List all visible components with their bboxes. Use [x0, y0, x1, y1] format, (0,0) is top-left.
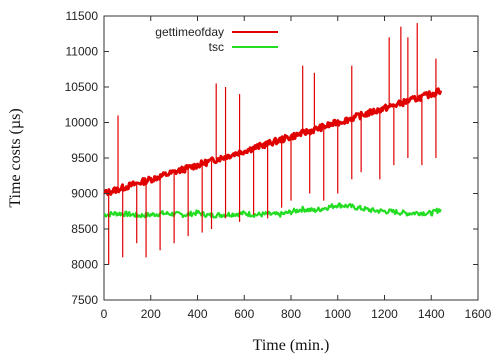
tick-layer: 7500800085009000950010000105001100011500…: [65, 9, 492, 321]
y-tick-label: 8000: [71, 258, 98, 272]
series-layer: [103, 23, 443, 265]
y-tick-label: 10000: [65, 116, 99, 130]
y-tick-label: 11500: [66, 9, 99, 23]
y-tick-label: 8500: [71, 222, 98, 236]
legend-label: tsc: [209, 40, 224, 54]
x-tick-label: 1400: [418, 307, 445, 321]
x-tick-label: 800: [281, 307, 301, 321]
y-tick-label: 9000: [71, 187, 98, 201]
x-axis-label: Time (min.): [253, 337, 330, 354]
x-tick-label: 1000: [324, 307, 351, 321]
series-line-gettimeofday: [103, 87, 443, 197]
x-tick-label: 0: [101, 307, 108, 321]
y-axis-label: Time costs (µs): [7, 108, 24, 207]
x-tick-label: 400: [187, 307, 207, 321]
y-tick-label: 10500: [65, 80, 99, 94]
y-tick-label: 11000: [66, 45, 99, 59]
x-tick-label: 1600: [465, 307, 492, 321]
legend-label: gettimeofday: [155, 25, 224, 39]
y-tick-label: 9500: [71, 151, 98, 165]
series-line-tsc: [103, 202, 442, 219]
x-tick-label: 1200: [371, 307, 398, 321]
y-tick-label: 7500: [71, 293, 98, 307]
x-tick-label: 200: [141, 307, 161, 321]
x-tick-label: 600: [234, 307, 254, 321]
